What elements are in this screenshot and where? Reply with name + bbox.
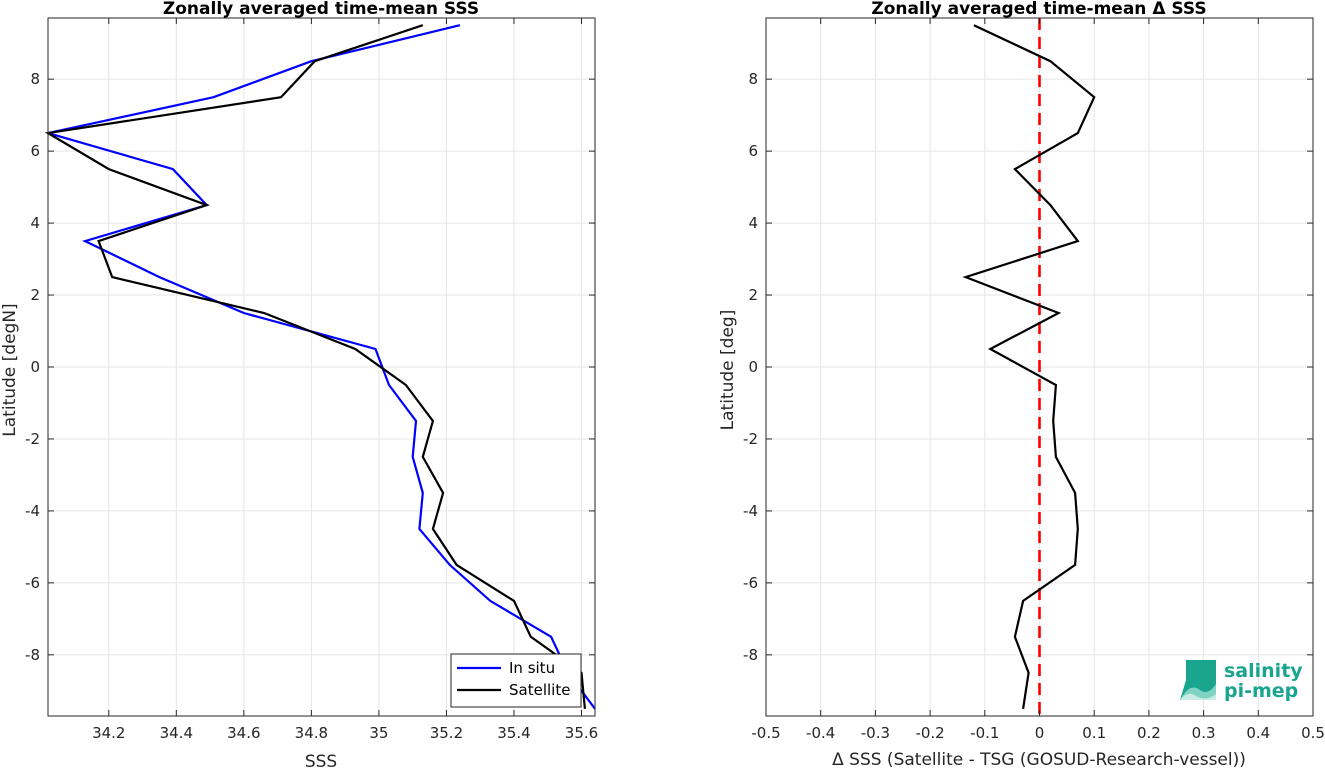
y-tick-label: 2 <box>748 286 758 304</box>
y-tick-label: -4 <box>25 502 40 520</box>
x-tick-label: -0.3 <box>861 724 890 742</box>
logo-text-salinity: salinity <box>1224 660 1303 682</box>
left-grid <box>48 18 595 716</box>
x-tick-label: -0.4 <box>806 724 835 742</box>
x-tick-label: 0.3 <box>1192 724 1216 742</box>
y-tick-label: 8 <box>748 70 758 88</box>
y-tick-label: 2 <box>30 286 40 304</box>
left-x-axis-label: SSS <box>305 752 337 769</box>
salinity-pi-mep-logo: salinity pi-mep <box>1180 660 1303 702</box>
wave-logo-icon <box>1180 660 1216 700</box>
left-y-axis-label: Latitude [degN] <box>0 303 20 436</box>
y-tick-label: 0 <box>748 358 758 376</box>
right-x-axis-label: Δ SSS (Satellite - TSG (GOSUD-Research-v… <box>832 750 1246 769</box>
y-tick-label: 4 <box>30 214 40 232</box>
x-tick-label: 35.2 <box>430 724 463 742</box>
y-tick-label: -4 <box>743 502 758 520</box>
y-tick-label: 8 <box>30 70 40 88</box>
y-tick-label: 4 <box>748 214 758 232</box>
y-tick-label: -8 <box>25 646 40 664</box>
left-chart-panel: 34.2 34.4 34.6 34.8 35 35.2 35.4 35.6 -8 -6 -4 -2 0 2… <box>0 0 598 769</box>
y-tick-label: 6 <box>748 142 758 160</box>
y-tick-label: -6 <box>743 574 758 592</box>
left-chart-title: Zonally averaged time-mean SSS <box>163 0 479 19</box>
left-series-group <box>44 24 596 710</box>
x-tick-label: 0.4 <box>1246 724 1270 742</box>
right-ticks: -0.5 -0.4 -0.3 -0.2 -0.1 0 0.1 0.2 0.3 0.4 0.5 -8 -6… <box>743 18 1325 742</box>
legend-label-in-situ: In situ <box>509 659 555 677</box>
legend: In situ Satellite <box>450 653 582 708</box>
y-tick-label: -2 <box>743 430 758 448</box>
y-tick-label: 6 <box>30 142 40 160</box>
x-tick-label: 0.5 <box>1301 724 1325 742</box>
x-tick-label: -0.2 <box>915 724 944 742</box>
x-tick-label: -0.5 <box>751 724 780 742</box>
y-tick-label: -2 <box>25 430 40 448</box>
x-tick-label: 34.2 <box>92 724 125 742</box>
x-tick-label: 0 <box>1035 724 1045 742</box>
x-tick-label: 0.2 <box>1137 724 1161 742</box>
legend-box <box>450 653 582 708</box>
x-tick-label: 35.4 <box>497 724 530 742</box>
y-tick-label: -8 <box>743 646 758 664</box>
x-tick-label: 34.4 <box>160 724 193 742</box>
x-tick-label: 0.1 <box>1082 724 1106 742</box>
x-tick-label: 35.6 <box>565 724 598 742</box>
left-ticks: 34.2 34.4 34.6 34.8 35 35.2 35.4 35.6 -8 -6 -4 -2 0 2… <box>25 18 598 742</box>
x-tick-label: 34.8 <box>295 724 328 742</box>
legend-label-satellite: Satellite <box>509 681 570 699</box>
x-tick-label: 34.6 <box>227 724 260 742</box>
series-line-satellite <box>44 24 586 709</box>
x-tick-label: 35 <box>369 724 388 742</box>
y-tick-label: 0 <box>30 358 40 376</box>
right-y-axis-label: Latitude [deg] <box>718 310 738 431</box>
series-line-delta-sss <box>962 24 1096 709</box>
right-chart-panel: -0.5 -0.4 -0.3 -0.2 -0.1 0 0.1 0.2 0.3 0.4 0.5 -8 -6… <box>718 0 1325 769</box>
x-tick-label: -0.1 <box>970 724 999 742</box>
right-chart-title: Zonally averaged time-mean Δ SSS <box>871 0 1206 19</box>
right-series-group <box>962 18 1096 716</box>
y-tick-label: -6 <box>25 574 40 592</box>
logo-text-pi-mep: pi-mep <box>1224 680 1298 702</box>
